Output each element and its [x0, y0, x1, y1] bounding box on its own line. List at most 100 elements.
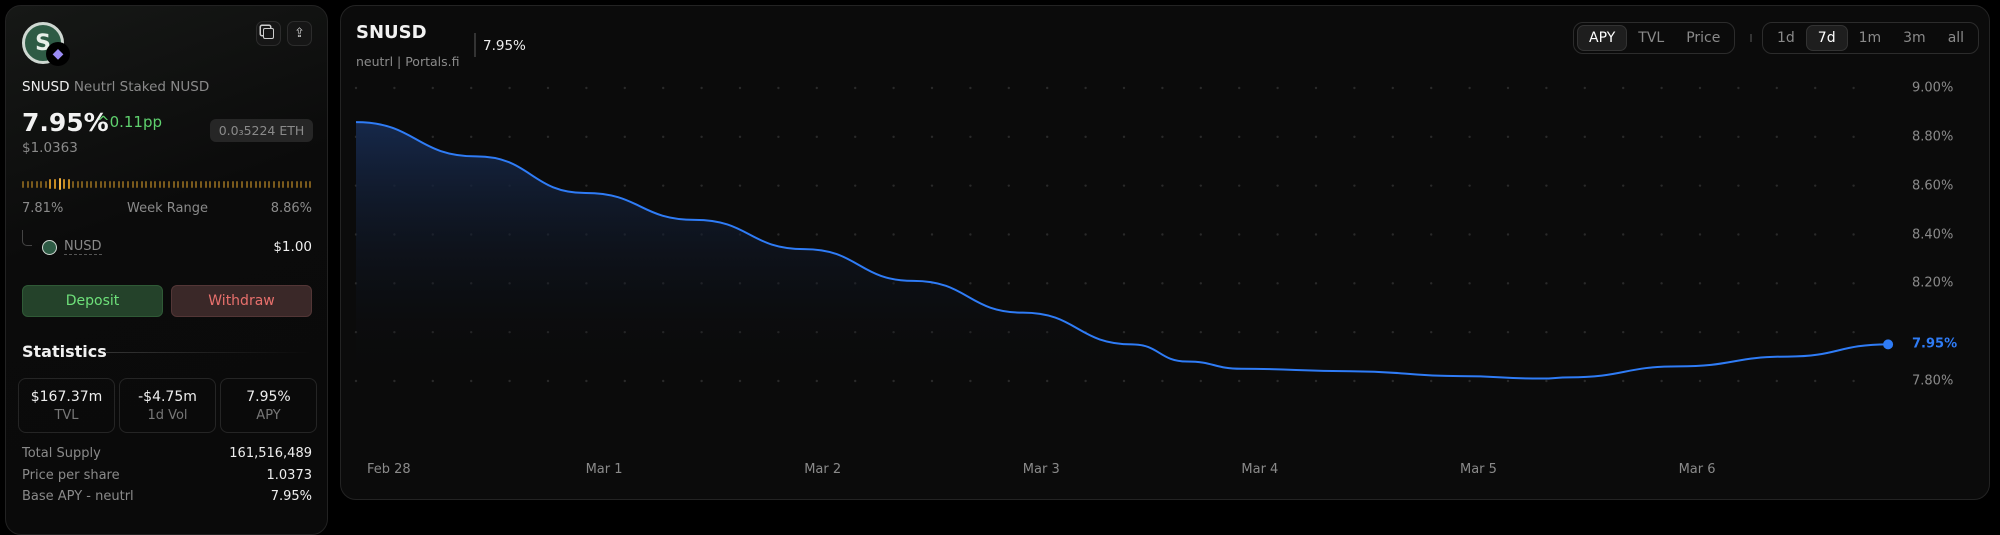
chart-subtitle: neutrl | Portals.fi: [356, 54, 460, 69]
range-3m[interactable]: 3m: [1903, 30, 1926, 46]
grid-dot: [1506, 233, 1510, 236]
range-tick: [158, 180, 161, 188]
tab-tvl[interactable]: TVL: [1638, 30, 1665, 46]
grid-dot: [1391, 233, 1395, 236]
share-button[interactable]: ⇪: [287, 21, 312, 46]
range-tick: [35, 180, 38, 188]
deposit-button[interactable]: Deposit: [22, 285, 163, 317]
grid-dot: [1238, 135, 1241, 139]
range-tick: [49, 179, 52, 189]
range-tick: [231, 180, 234, 188]
grid-dot: [777, 233, 780, 236]
grid-dot: [1468, 184, 1471, 187]
grid-dot: [1161, 184, 1164, 187]
x-tick-label: Mar 5: [1460, 462, 1497, 477]
grid-dot: [1391, 86, 1395, 90]
tab-apy[interactable]: APY: [1577, 25, 1628, 51]
grid-dot: [1122, 135, 1126, 139]
range-tick: [204, 180, 207, 188]
stat-value: $167.37m: [30, 389, 103, 405]
grid-dot: [1353, 135, 1356, 139]
range-tick: [104, 180, 107, 188]
range-tick: [245, 180, 248, 188]
token-price: $1.0363: [22, 140, 78, 156]
grid-dot: [354, 86, 358, 90]
range-tick: [250, 180, 253, 188]
x-tick-label: Mar 1: [585, 462, 623, 477]
grid-dot: [1698, 135, 1702, 139]
row-value: 161,516,489: [229, 446, 312, 461]
row-value: 7.95%: [270, 489, 312, 504]
row-value: 1.0373: [266, 468, 313, 483]
grid-dot: [1314, 184, 1318, 187]
range-tick: [22, 180, 24, 188]
grid-dot: [815, 184, 818, 187]
grid-dot: [1814, 135, 1817, 139]
grid-dot: [1737, 135, 1740, 139]
tree-connector: [22, 230, 32, 246]
x-tick-label: Mar 6: [1678, 462, 1716, 477]
range-tick: [172, 180, 175, 188]
row-key: Price per share: [22, 468, 120, 483]
apy-chart[interactable]: [0, 0, 2000, 513]
grid-dot: [738, 86, 742, 90]
grid-dot: [1698, 86, 1702, 90]
tab-separator: [1750, 34, 1752, 42]
range-tick: [272, 180, 275, 188]
grid-dot: [393, 86, 396, 90]
grid-dot: [1583, 86, 1587, 90]
stat-apy: 7.95% APY: [220, 378, 317, 433]
grid-dot: [1161, 282, 1164, 285]
grid-dot: [1276, 135, 1279, 139]
range-tick: [277, 180, 280, 188]
token-title: SNUSD Neutrl Staked NUSD: [22, 79, 209, 95]
grid-dot: [930, 184, 934, 187]
grid-dot: [1430, 135, 1433, 139]
grid-dot: [930, 135, 934, 139]
grid-dot: [1046, 282, 1049, 285]
grid-dot: [1545, 86, 1548, 90]
underlying-link[interactable]: NUSD: [64, 239, 102, 255]
range-tick: [295, 180, 298, 188]
grid-dot: [1468, 282, 1471, 285]
grid-dot: [1276, 233, 1279, 236]
row-total-supply: Total Supply 161,516,489: [22, 446, 312, 461]
grid-dot: [1545, 184, 1548, 187]
range-1m[interactable]: 1m: [1858, 30, 1882, 46]
withdraw-button[interactable]: Withdraw: [171, 285, 312, 317]
grid-dot: [1545, 330, 1548, 334]
range-tick: [259, 180, 262, 188]
copy-button[interactable]: [256, 21, 281, 46]
grid-dot: [623, 135, 626, 139]
grid-dot: [1852, 135, 1855, 139]
range-tick: [31, 180, 34, 188]
apy-change: ^0.11pp: [97, 113, 162, 131]
grid-dot: [1814, 282, 1817, 285]
grid-dot: [1122, 86, 1126, 90]
range-tick: [113, 180, 116, 188]
grid-dot: [1430, 282, 1433, 285]
grid-dot: [1007, 184, 1010, 187]
grid-dot: [470, 86, 473, 90]
grid-dot: [431, 86, 434, 90]
range-all[interactable]: all: [1947, 30, 1965, 46]
token-card: [5, 5, 328, 535]
grid-dot: [930, 233, 934, 236]
tab-price[interactable]: Price: [1686, 30, 1721, 46]
token-name: Neutrl Staked NUSD: [73, 79, 210, 95]
grid-dot: [1583, 135, 1587, 139]
grid-dot: [1468, 330, 1471, 334]
statistics-divider: [105, 352, 310, 353]
grid-dot: [1353, 282, 1356, 285]
grid-dot: [1622, 233, 1625, 236]
statistics-heading: Statistics: [22, 342, 107, 361]
range-tick: [122, 180, 125, 188]
grid-dot: [892, 233, 895, 236]
grid-dot: [1852, 282, 1855, 285]
grid-dot: [585, 184, 588, 187]
range-7d[interactable]: 7d: [1805, 25, 1848, 51]
range-1d[interactable]: 1d: [1777, 30, 1795, 46]
grid-dot: [1660, 282, 1663, 285]
eth-price-badge: 0.0₃5224 ETH: [210, 119, 313, 142]
range-tick: [76, 180, 79, 188]
